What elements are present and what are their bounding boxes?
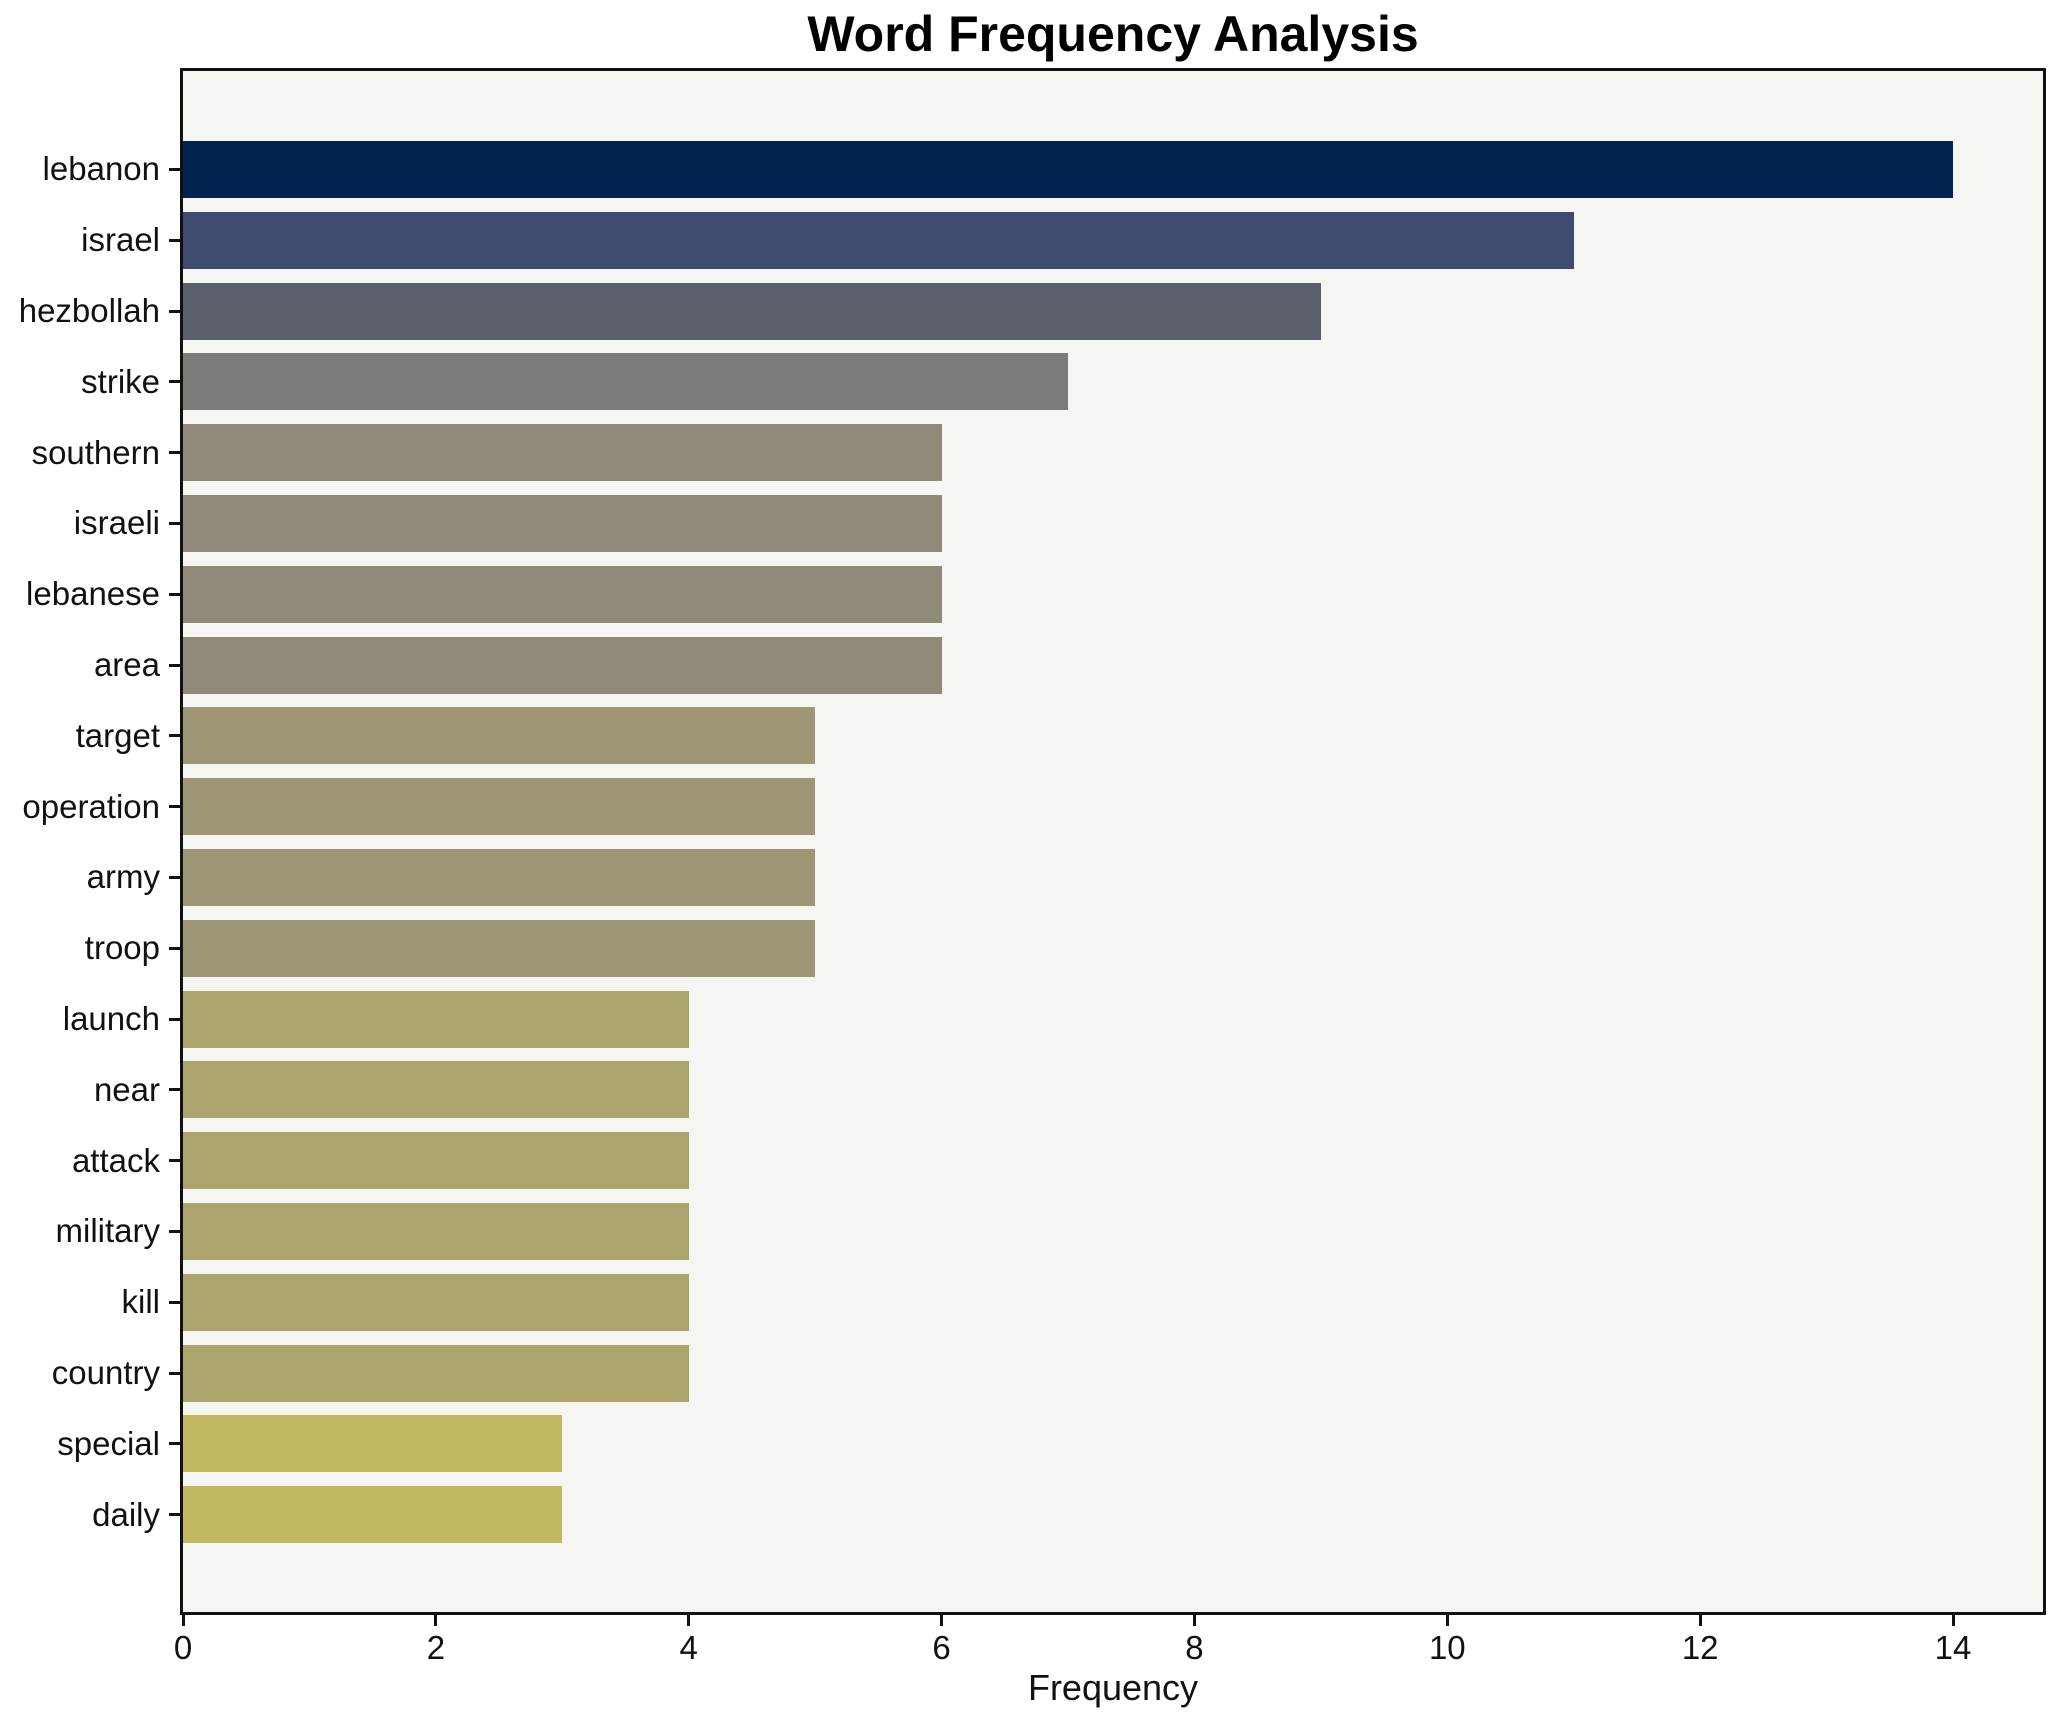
bar-israel [183, 211, 1574, 269]
y-tick-hezbollah [169, 309, 181, 313]
x-tick-label-12: 12 [1681, 1629, 1719, 1666]
y-tick-label-attack: attack [71, 1141, 160, 1179]
bar-lebanese [183, 565, 942, 623]
x-tick-2 [434, 1615, 438, 1626]
y-tick-near [169, 1088, 181, 1092]
bar-target [183, 707, 816, 765]
y-tick-label-lebanon: lebanon [42, 150, 160, 188]
x-axis-title: Frequency [1027, 1667, 1199, 1708]
y-tick-troop [169, 946, 181, 950]
x-tick-14 [1951, 1615, 1955, 1626]
x-tick-12 [1698, 1615, 1702, 1626]
y-tick-lebanon [169, 167, 181, 171]
y-tick-army [169, 875, 181, 879]
bars-layer [183, 71, 2043, 1612]
bar-military [183, 1202, 689, 1260]
chart-title: Word Frequency Analysis [807, 6, 1419, 62]
y-tick-country [169, 1371, 181, 1375]
y-tick-israel [169, 238, 181, 242]
bar-special [183, 1415, 563, 1473]
bar-army [183, 848, 816, 906]
y-tick-label-kill: kill [121, 1283, 161, 1321]
bar-hezbollah [183, 282, 1321, 340]
bar-near [183, 1061, 689, 1119]
y-tick-lebanese [169, 592, 181, 596]
y-tick-launch [169, 1017, 181, 1021]
bar-troop [183, 919, 816, 977]
x-tick-10 [1445, 1615, 1449, 1626]
y-tick-label-army: army [86, 858, 160, 896]
y-tick-label-area: area [93, 646, 160, 683]
bar-kill [183, 1273, 689, 1331]
y-tick-label-near: near [93, 1070, 160, 1108]
y-tick-military [169, 1229, 181, 1233]
x-tick-label-8: 8 [1185, 1629, 1204, 1666]
y-tick-label-target: target [75, 716, 160, 754]
x-tick-label-0: 0 [173, 1629, 193, 1666]
y-tick-label-israeli: israeli [73, 504, 160, 542]
bar-southern [183, 424, 942, 482]
y-tick-label-israel: israel [81, 221, 160, 259]
bar-israeli [183, 494, 942, 552]
y-tick-label-southern: southern [31, 433, 160, 471]
y-tick-strike [169, 380, 181, 384]
y-tick-label-troop: troop [84, 929, 160, 967]
y-tick-label-operation: operation [22, 787, 160, 825]
x-tick-label-4: 4 [679, 1629, 698, 1666]
bar-area [183, 636, 942, 694]
y-tick-label-strike: strike [81, 362, 160, 400]
x-tick-label-2: 2 [426, 1629, 446, 1666]
y-tick-area [169, 663, 181, 667]
y-tick-operation [169, 805, 181, 809]
y-tick-target [169, 734, 181, 738]
y-tick-label-daily: daily [92, 1495, 160, 1533]
bar-strike [183, 353, 1068, 411]
x-tick-label-14: 14 [1934, 1629, 1972, 1666]
y-tick-label-hezbollah: hezbollah [18, 292, 160, 329]
y-tick-israeli [169, 521, 181, 525]
y-tick-label-launch: launch [62, 1000, 160, 1037]
y-tick-label-lebanese: lebanese [26, 575, 160, 613]
y-tick-kill [169, 1300, 181, 1304]
y-tick-daily [169, 1513, 181, 1517]
y-tick-attack [169, 1159, 181, 1163]
y-tick-southern [169, 451, 181, 455]
y-tick-label-country: country [51, 1354, 160, 1391]
bar-launch [183, 990, 689, 1048]
y-tick-label-special: special [57, 1424, 160, 1462]
bar-lebanon [183, 140, 1953, 198]
bar-country [183, 1344, 689, 1402]
x-tick-label-6: 6 [932, 1629, 951, 1666]
y-tick-label-military: military [55, 1212, 161, 1250]
x-tick-8 [1192, 1615, 1196, 1626]
y-tick-special [169, 1442, 181, 1446]
x-tick-label-10: 10 [1428, 1629, 1466, 1666]
bar-attack [183, 1132, 689, 1190]
plot-area [180, 68, 2046, 1615]
x-tick-6 [940, 1615, 944, 1626]
x-tick-0 [181, 1615, 185, 1626]
bar-daily [183, 1486, 563, 1544]
bar-operation [183, 778, 816, 836]
x-tick-4 [687, 1615, 691, 1626]
